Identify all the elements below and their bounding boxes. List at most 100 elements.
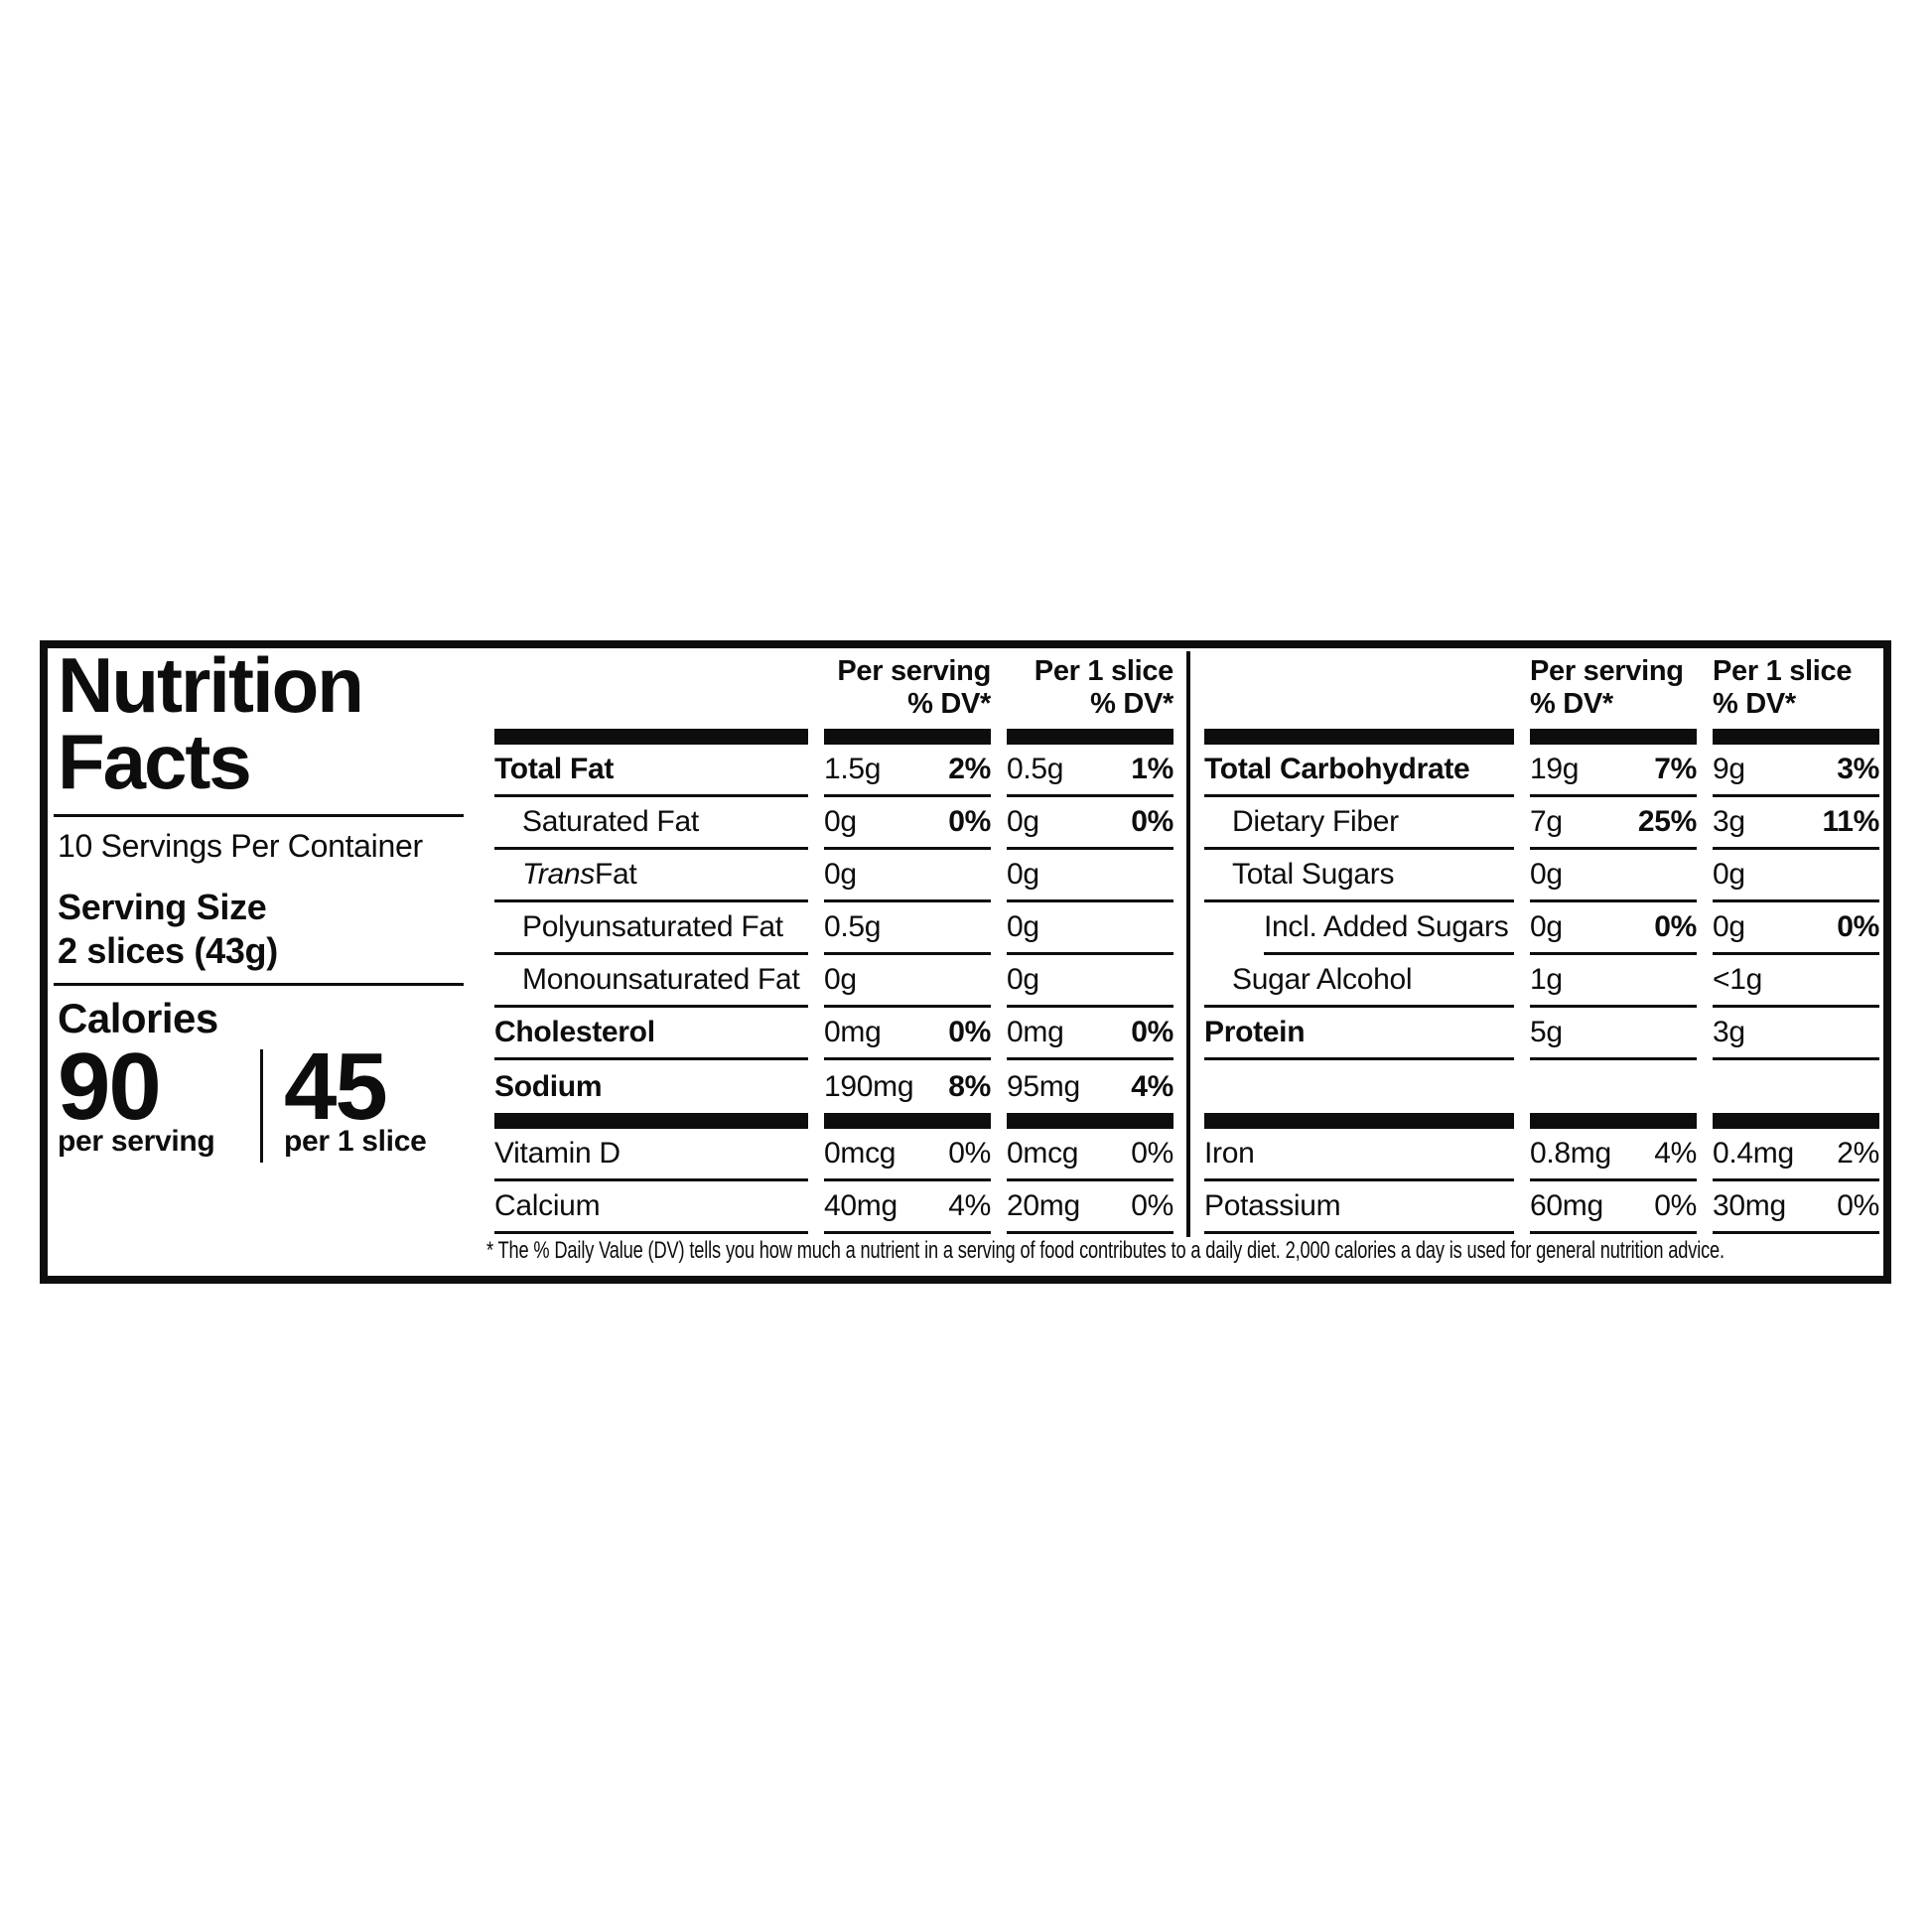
amount-per-serving: 0.5g bbox=[824, 910, 882, 943]
amount-per-slice: 0g bbox=[1713, 910, 1745, 943]
thick-bar-segment bbox=[1204, 729, 1514, 745]
nutrient-values: 0g bbox=[1713, 850, 1879, 902]
dv-per-serving: 0% bbox=[948, 1016, 991, 1048]
nutrient-values: 0g 0% bbox=[1713, 902, 1879, 955]
nutrient-values: 20mg 0% bbox=[1007, 1181, 1173, 1234]
dv-per-slice: 0% bbox=[1837, 1189, 1879, 1222]
dv-per-slice: 0% bbox=[1131, 1137, 1173, 1170]
column-header: Per 1 slice % DV* bbox=[1034, 655, 1174, 720]
dv-per-slice: 2% bbox=[1837, 1137, 1879, 1170]
nutrient-row: Protein 5g 3g bbox=[1204, 1008, 1879, 1060]
thick-bar-segment bbox=[1713, 729, 1879, 745]
thick-bar bbox=[1204, 729, 1879, 745]
nutrient-values: 0.5g bbox=[824, 902, 991, 955]
thick-bar-segment bbox=[824, 1113, 991, 1129]
thick-bar-segment bbox=[494, 729, 808, 745]
thick-bar-segment bbox=[1530, 1113, 1697, 1129]
nutrient-values: 1.5g 2% bbox=[824, 745, 991, 797]
serving-size-label: Serving Size bbox=[58, 887, 267, 927]
nutrient-values: 0g 0% bbox=[824, 797, 991, 850]
nutrient-name: Dietary Fiber bbox=[1204, 797, 1514, 850]
thick-bar bbox=[494, 729, 1173, 745]
amount-per-slice: 95mg bbox=[1007, 1069, 1080, 1103]
dv-per-slice: 4% bbox=[1131, 1069, 1173, 1103]
nutrient-values: 0mg 0% bbox=[1007, 1008, 1173, 1060]
column-header: Per 1 slice % DV* bbox=[1713, 655, 1853, 720]
nutrient-row: Sodium 190mg 8% 95mg 4% bbox=[494, 1060, 1173, 1113]
dv-per-serving: 0% bbox=[1654, 910, 1697, 943]
nutrient-values: 0.4mg 2% bbox=[1713, 1129, 1879, 1181]
dv-per-slice: 0% bbox=[1837, 910, 1879, 943]
dv-per-serving: 8% bbox=[948, 1069, 991, 1103]
nutrient-row: Polyunsaturated Fat 0.5g 0g bbox=[494, 902, 1173, 955]
column-header: Per serving % DV* bbox=[837, 655, 991, 720]
amount-per-slice: 0.4mg bbox=[1713, 1137, 1794, 1170]
amount-per-serving: 0g bbox=[1530, 858, 1563, 891]
dv-per-slice: 3% bbox=[1837, 753, 1879, 785]
nutrient-name: Incl. Added Sugars bbox=[1264, 902, 1514, 955]
amount-per-serving: 0mcg bbox=[824, 1137, 897, 1170]
amount-per-slice: 20mg bbox=[1007, 1189, 1080, 1222]
column-header: Per serving % DV* bbox=[1530, 655, 1684, 720]
thick-bar-segment bbox=[824, 729, 991, 745]
nutrient-values: 95mg 4% bbox=[1007, 1060, 1173, 1113]
amount-per-slice: <1g bbox=[1713, 963, 1762, 996]
nutrient-values: 0g bbox=[824, 955, 991, 1008]
nutrient-name: Calcium bbox=[494, 1181, 808, 1234]
nutrient-values: 0g bbox=[824, 850, 991, 902]
nutrient-row: Incl. Added Sugars 0g 0% 0g 0% bbox=[1204, 902, 1879, 955]
nutrient-name: Total Carbohydrate bbox=[1204, 745, 1514, 797]
nutrient-table-fats-minerals: Per serving % DV* Per 1 slice % DV* Total … bbox=[494, 655, 1174, 1234]
nutrient-values: 60mg 0% bbox=[1530, 1181, 1697, 1234]
thick-bar bbox=[1204, 1113, 1879, 1129]
amount-per-slice: 30mg bbox=[1713, 1189, 1786, 1222]
thick-bar-segment bbox=[1713, 1113, 1879, 1129]
column-headers: Per serving % DV* Per 1 slice % DV* bbox=[494, 655, 1174, 729]
amount-per-serving: 60mg bbox=[1530, 1189, 1603, 1222]
dv-per-serving: 0% bbox=[1654, 1189, 1697, 1222]
nutrient-values: 7g 25% bbox=[1530, 797, 1697, 850]
title-rule bbox=[54, 814, 464, 817]
nutrient-row: Trans Fat 0g 0g bbox=[494, 850, 1173, 902]
calories-per-slice-value: 45 bbox=[284, 1034, 388, 1140]
amount-per-slice: 9g bbox=[1713, 753, 1745, 785]
nutrient-row: Vitamin D 0mcg 0% 0mcg 0% bbox=[494, 1129, 1173, 1181]
nutrient-row: Monounsaturated Fat 0g 0g bbox=[494, 955, 1173, 1008]
thick-bar-segment bbox=[1007, 729, 1173, 745]
nutrient-name: Cholesterol bbox=[494, 1008, 808, 1060]
amount-per-serving: 0g bbox=[824, 805, 857, 838]
nutrient-row: Potassium 60mg 0% 30mg 0% bbox=[1204, 1181, 1879, 1234]
nutrient-values: 1g bbox=[1530, 955, 1697, 1008]
spacer-row bbox=[1204, 1060, 1879, 1113]
nutrient-values: <1g bbox=[1713, 955, 1879, 1008]
amount-per-serving: 0g bbox=[824, 858, 857, 891]
nutrient-row: Sugar Alcohol 1g <1g bbox=[1204, 955, 1879, 1008]
amount-per-slice: 0mg bbox=[1007, 1016, 1064, 1048]
dv-per-slice: 0% bbox=[1131, 1189, 1173, 1222]
nutrient-name: Sugar Alcohol bbox=[1204, 955, 1514, 1008]
dv-per-serving: 0% bbox=[948, 1137, 991, 1170]
nutrient-row: Saturated Fat 0g 0% 0g 0% bbox=[494, 797, 1173, 850]
amount-per-slice: 0g bbox=[1007, 963, 1039, 996]
nutrient-values: 30mg 0% bbox=[1713, 1181, 1879, 1234]
amount-per-serving: 5g bbox=[1530, 1016, 1563, 1048]
nutrient-values: 3g 11% bbox=[1713, 797, 1879, 850]
thick-bar-segment bbox=[1530, 729, 1697, 745]
nutrient-row: Calcium 40mg 4% 20mg 0% bbox=[494, 1181, 1173, 1234]
amount-per-slice: 0g bbox=[1007, 858, 1039, 891]
nutrient-values: 40mg 4% bbox=[824, 1181, 991, 1234]
section-divider bbox=[1186, 651, 1190, 1237]
amount-per-slice: 3g bbox=[1713, 1016, 1745, 1048]
thick-bar-segment bbox=[494, 1113, 808, 1129]
nutrient-values: 0g 0% bbox=[1007, 797, 1173, 850]
amount-per-serving: 1.5g bbox=[824, 753, 882, 785]
nutrient-name: Total Sugars bbox=[1204, 850, 1514, 902]
nutrient-name: Trans Fat bbox=[494, 850, 808, 902]
calories-heading: Calories bbox=[58, 995, 218, 1041]
amount-per-slice: 0g bbox=[1007, 805, 1039, 838]
nutrient-table-carbs-protein: Per serving % DV* Per 1 slice % DV* Total … bbox=[1204, 655, 1879, 1234]
amount-per-serving: 0g bbox=[1530, 910, 1563, 943]
calories-divider bbox=[260, 1049, 263, 1163]
amount-per-slice: 0g bbox=[1007, 910, 1039, 943]
nutrient-name: Monounsaturated Fat bbox=[494, 955, 808, 1008]
